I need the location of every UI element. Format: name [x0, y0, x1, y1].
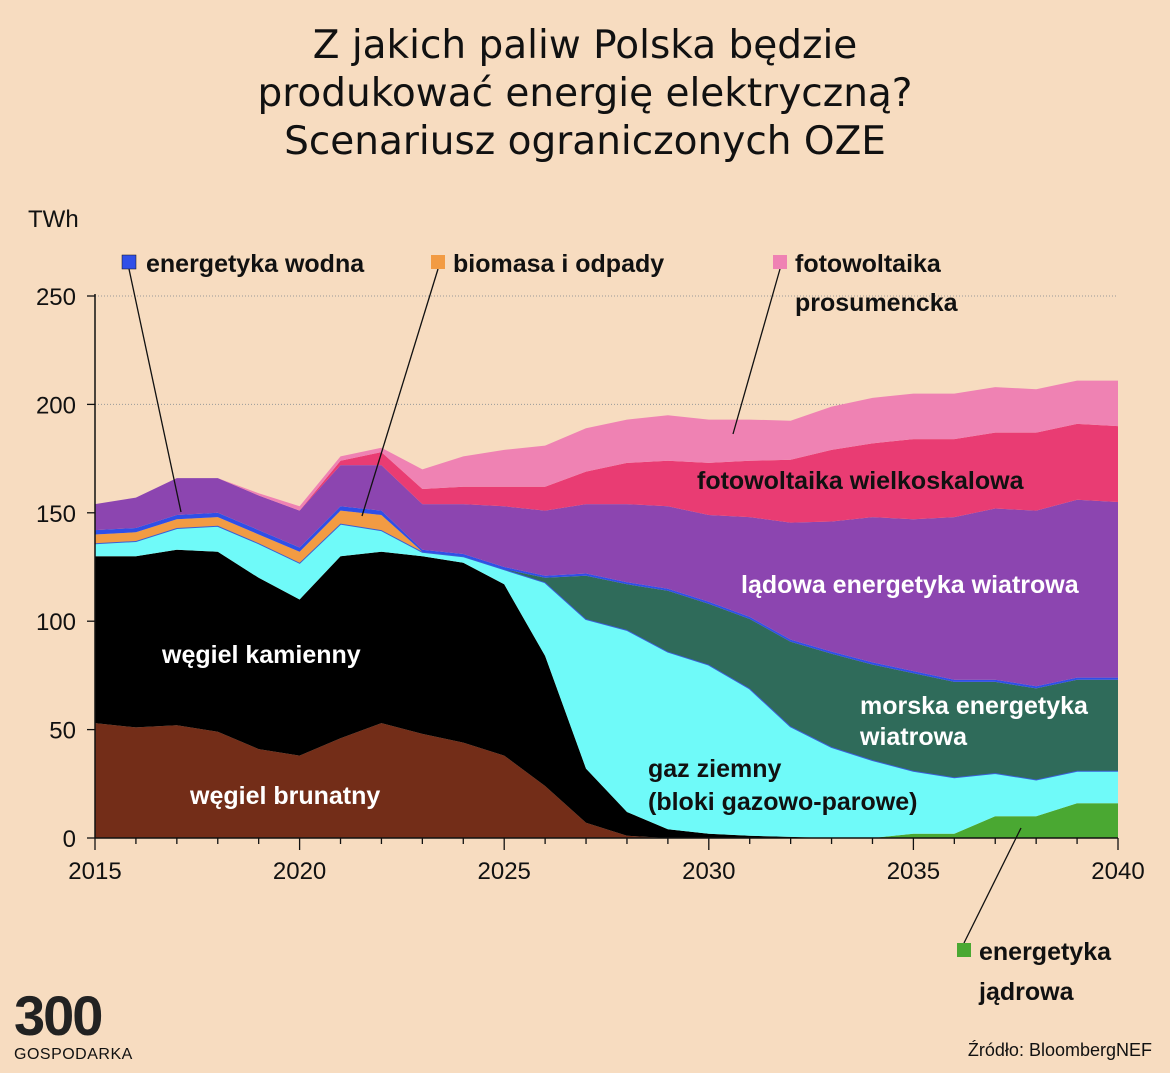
label-gas-2: (bloki gazowo-parowe): [648, 788, 917, 816]
label-lignite: węgiel brunatny: [189, 782, 380, 810]
leader-lines: [128, 268, 1022, 944]
label-pv-prosumer-1: fotowoltaika: [795, 250, 942, 278]
x-tick-label-2020: 2020: [273, 858, 326, 885]
y-tick-label-100: 100: [36, 609, 76, 636]
series-2-area: [95, 549, 1118, 838]
series-9-area: [95, 380, 1118, 511]
series-3-area: [95, 523, 1118, 838]
source-note: Źródło: BloombergNEF: [967, 1040, 1152, 1060]
y-tick-label-150: 150: [36, 501, 76, 528]
nuclear-leader-line: [963, 827, 1022, 944]
pv-prosumer-leader-line: [732, 268, 781, 435]
biomass-legend-swatch: [431, 255, 445, 269]
y-tick-label-250: 250: [36, 284, 76, 311]
label-offshore-wind-1: morska energetyka: [860, 692, 1089, 720]
y-tick-label-0: 0: [63, 826, 76, 853]
nuclear-legend-swatch: [957, 943, 971, 957]
biomass-leader-line: [361, 268, 439, 517]
title-line-3: Scenariusz ograniczonych OZE: [284, 119, 886, 164]
label-biomass: biomasa i odpady: [453, 250, 664, 278]
series-8-area: [95, 423, 1118, 523]
label-nuclear-2: jądrowa: [978, 978, 1075, 1006]
x-tick-label-2025: 2025: [478, 858, 531, 885]
label-onshore-wind: lądowa energetyka wiatrowa: [741, 571, 1080, 599]
label-offshore-wind-2: wiatrowa: [859, 723, 968, 751]
x-tick-label-2015: 2015: [68, 858, 121, 885]
series-7-area: [95, 465, 1118, 687]
pv-prosumer-legend-swatch: [773, 255, 787, 269]
area-series: [94, 380, 1118, 838]
x-tick-label-2030: 2030: [682, 858, 735, 885]
label-hard-coal: węgiel kamienny: [161, 641, 361, 669]
label-pv-prosumer-2: prosumencka: [795, 289, 959, 317]
title-line-1: Z jakich paliw Polska będzie: [312, 23, 858, 68]
logo-number: 300: [14, 984, 103, 1047]
chart-title: Z jakich paliw Polska będzie produkować …: [0, 22, 1170, 166]
label-nuclear-1: energetyka: [979, 938, 1112, 966]
hydro-legend-swatch: [121, 254, 137, 270]
series-1-area: [95, 723, 1118, 838]
label-pv-utility: fotowoltaika wielkoskalowa: [697, 467, 1025, 495]
y-tick-label-50: 50: [49, 718, 76, 745]
x-tick-label-2035: 2035: [887, 858, 940, 885]
hydro-leader-line: [128, 268, 182, 513]
series-0-area: [95, 803, 1118, 838]
label-hydro: energetyka wodna: [146, 250, 365, 278]
axes: 2015 2020 2025 2030 2035 2040 0 50 100 150 200 250: [36, 284, 1145, 885]
logo: 300 GOSPODARKA: [14, 988, 133, 1064]
logo-name: GOSPODARKA: [14, 1046, 133, 1063]
label-gas-1: gaz ziemny: [648, 755, 781, 783]
series-4-area: [95, 523, 1118, 780]
y-axis-unit: TWh: [28, 206, 79, 233]
x-tick-label-2040: 2040: [1091, 858, 1144, 885]
y-tick-label-200: 200: [36, 392, 76, 419]
title-line-2: produkować energię elektryczną?: [257, 71, 913, 116]
